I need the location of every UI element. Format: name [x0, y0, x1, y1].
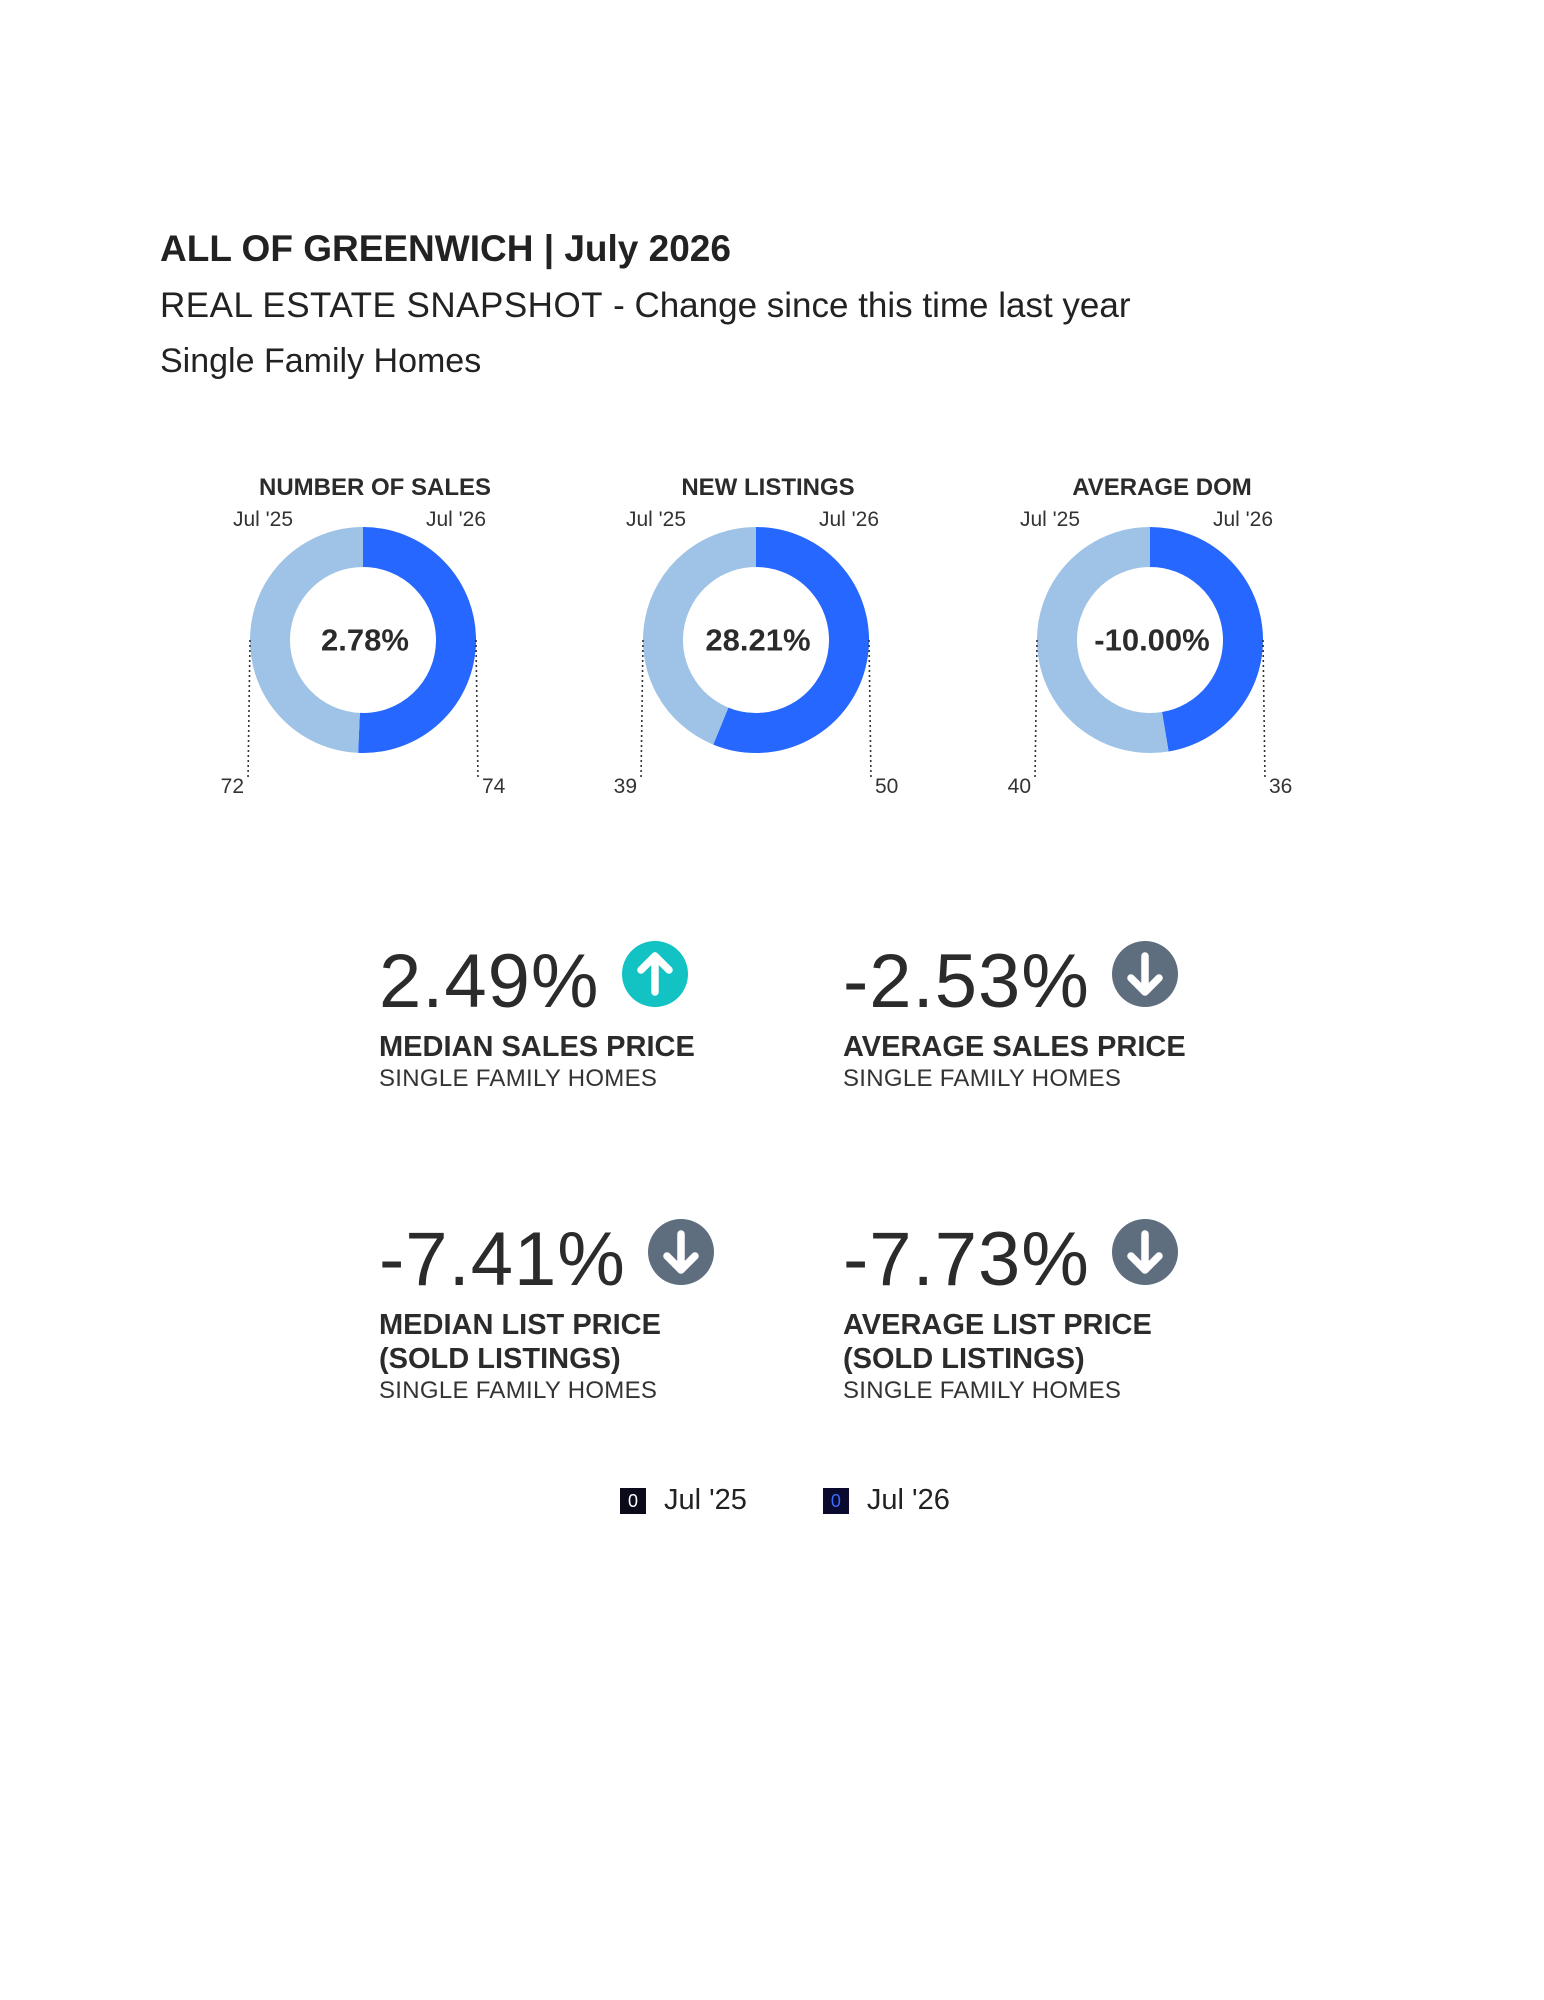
- leader-line-prior: [1034, 639, 1038, 781]
- legend-label: Jul '26: [866, 1484, 950, 1516]
- property-category: Single Family Homes: [160, 342, 482, 380]
- arrow-up-icon: [621, 941, 688, 1007]
- legend-swatch-current: 0: [822, 1487, 849, 1514]
- leader-line-prior: [640, 639, 644, 781]
- donut-chart: NUMBER OF SALES Jul '25 Jul '26 2.78% 72 74: [221, 474, 506, 798]
- arrow-down-icon: [1111, 941, 1178, 1007]
- stat-average-sales-price: -2.53% AVERAGE SALES PRICE SINGLE FAMILY…: [843, 940, 1283, 1094]
- slice-current: [1149, 527, 1263, 752]
- donut-title: NEW LISTINGS: [681, 474, 854, 501]
- arrow-down-icon: [647, 1219, 714, 1285]
- donut-charts: NUMBER OF SALES Jul '25 Jul '26 2.78% 72 74 NE…: [221, 474, 1293, 798]
- stat-percent: 2.49%: [379, 939, 600, 1024]
- slice-current: [713, 527, 869, 753]
- stat-average-list-price: -7.73% AVERAGE LIST PRICE (SOLD LISTINGS…: [843, 1218, 1283, 1406]
- slice-prior: [1037, 527, 1169, 753]
- stat-subtitle: SINGLE FAMILY HOMES: [379, 1065, 658, 1092]
- legend: 0 Jul '25 0 Jul '26: [620, 1484, 1026, 1517]
- period-label-prior: Jul '25: [626, 508, 686, 531]
- report-subtitle: REAL ESTATE SNAPSHOT - Change since this …: [160, 286, 1131, 326]
- legend-swatch-prior: 0: [620, 1487, 646, 1514]
- donut-chart: NEW LISTINGS Jul '25 Jul '26 28.21% 39 50: [614, 474, 899, 798]
- stat-label: MEDIAN SALES PRICE: [379, 1031, 695, 1063]
- stat-percent: -7.73%: [843, 1217, 1090, 1302]
- stat-median-sales-price: 2.49% MEDIAN SALES PRICE SINGLE FAMILY H…: [379, 940, 819, 1094]
- period-label-prior: Jul '25: [1020, 508, 1080, 531]
- slice-prior: [250, 527, 364, 753]
- change-note: - Change since this time last year: [613, 286, 1131, 325]
- slice-current: [358, 527, 476, 753]
- period-label-prior: Jul '25: [233, 508, 293, 531]
- value-label-prior: 39: [614, 775, 637, 798]
- stat-label: MEDIAN LIST PRICE: [379, 1309, 661, 1341]
- stat-label-qualifier: (SOLD LISTINGS): [379, 1343, 621, 1375]
- snapshot-label: REAL ESTATE SNAPSHOT: [160, 286, 604, 325]
- leader-line-current: [868, 639, 872, 781]
- leader-line-current: [1262, 639, 1266, 781]
- stat-subtitle: SINGLE FAMILY HOMES: [379, 1377, 658, 1404]
- slice-prior: [643, 527, 757, 745]
- value-label-current: 50: [875, 775, 898, 798]
- report-title: ALL OF GREENWICH | July 2026: [160, 228, 731, 269]
- change-percent: 28.21%: [705, 623, 810, 658]
- value-label-prior: 40: [1008, 775, 1031, 798]
- legend-label: Jul '25: [664, 1484, 747, 1516]
- period-label-current: Jul '26: [819, 508, 879, 531]
- change-percent: 2.78%: [321, 623, 409, 658]
- stat-label: AVERAGE LIST PRICE: [843, 1309, 1152, 1341]
- donut-title: NUMBER OF SALES: [259, 474, 491, 501]
- stat-subtitle: SINGLE FAMILY HOMES: [843, 1065, 1122, 1092]
- stat-median-list-price: -7.41% MEDIAN LIST PRICE (SOLD LISTINGS)…: [379, 1218, 819, 1406]
- legend-item-prior: 0 Jul '25: [620, 1484, 747, 1517]
- value-label-current: 36: [1269, 775, 1292, 798]
- legend-item-current: 0 Jul '26: [822, 1484, 950, 1517]
- leader-line-prior: [247, 639, 251, 781]
- stat-percent: -7.41%: [379, 1217, 626, 1302]
- stat-percent: -2.53%: [843, 939, 1090, 1024]
- leader-line-current: [475, 639, 479, 781]
- change-percent: -10.00%: [1094, 623, 1209, 658]
- arrow-down-icon: [1111, 1219, 1178, 1285]
- period-label-current: Jul '26: [426, 508, 486, 531]
- value-label-prior: 72: [221, 775, 244, 798]
- donut-title: AVERAGE DOM: [1072, 474, 1252, 501]
- donut-chart: AVERAGE DOM Jul '25 Jul '26 -10.00% 40 36: [1008, 474, 1293, 798]
- stat-subtitle: SINGLE FAMILY HOMES: [843, 1377, 1122, 1404]
- stat-label-qualifier: (SOLD LISTINGS): [843, 1343, 1085, 1375]
- stat-label: AVERAGE SALES PRICE: [843, 1031, 1186, 1063]
- value-label-current: 74: [482, 775, 506, 798]
- period-label-current: Jul '26: [1213, 508, 1273, 531]
- report-header: ALL OF GREENWICH | July 2026 REAL ESTATE…: [160, 228, 1131, 380]
